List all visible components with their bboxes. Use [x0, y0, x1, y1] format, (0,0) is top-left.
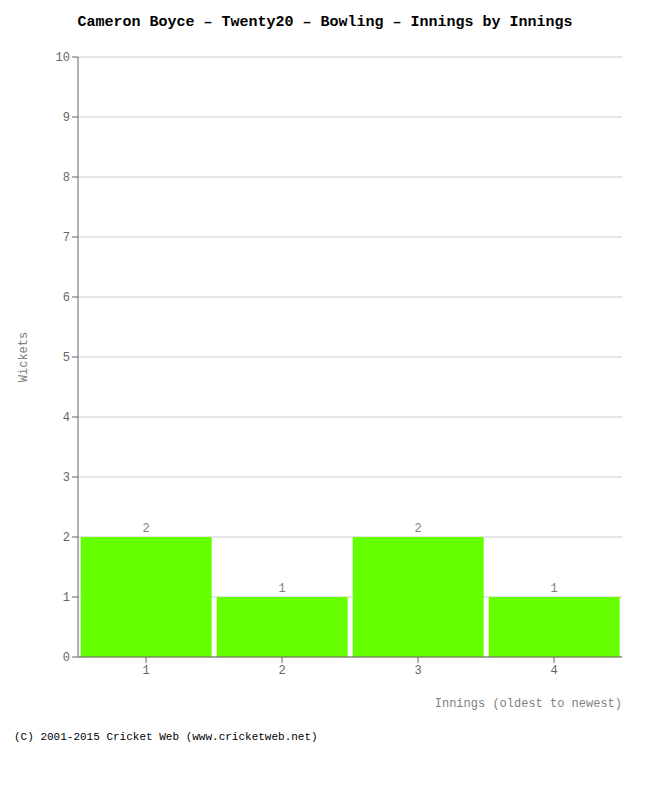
svg-text:4: 4 [550, 664, 557, 678]
svg-text:2: 2 [278, 664, 285, 678]
svg-text:5: 5 [63, 351, 70, 365]
html-text:(C) 2001-2015 Cricket Web (www: (C) 2001-2015 Cricket Web (www.cricketwe… [14, 731, 318, 743]
svg-text:Wickets: Wickets [17, 332, 31, 382]
svg-text:10: 10 [56, 51, 70, 65]
svg-text:7: 7 [63, 231, 70, 245]
svg-text:4: 4 [63, 411, 70, 425]
svg-text:Innings (oldest to newest): Innings (oldest to newest) [435, 697, 622, 711]
svg-text:3: 3 [63, 471, 70, 485]
html-text:Cameron Boyce – Twenty20 – Bow: Cameron Boyce – Twenty20 – Bowling – Inn… [77, 14, 573, 31]
svg-text:2: 2 [415, 522, 422, 536]
svg-text:1: 1 [551, 582, 558, 596]
svg-text:6: 6 [63, 291, 70, 305]
svg-text:1: 1 [63, 591, 70, 605]
svg-text:3: 3 [414, 664, 421, 678]
svg-text:2: 2 [143, 522, 150, 536]
svg-text:2: 2 [63, 531, 70, 545]
svg-text:0: 0 [63, 651, 70, 665]
svg-text:1: 1 [279, 582, 286, 596]
svg-text:1: 1 [142, 664, 149, 678]
svg-text:9: 9 [63, 111, 70, 125]
svg-text:8: 8 [63, 171, 70, 185]
